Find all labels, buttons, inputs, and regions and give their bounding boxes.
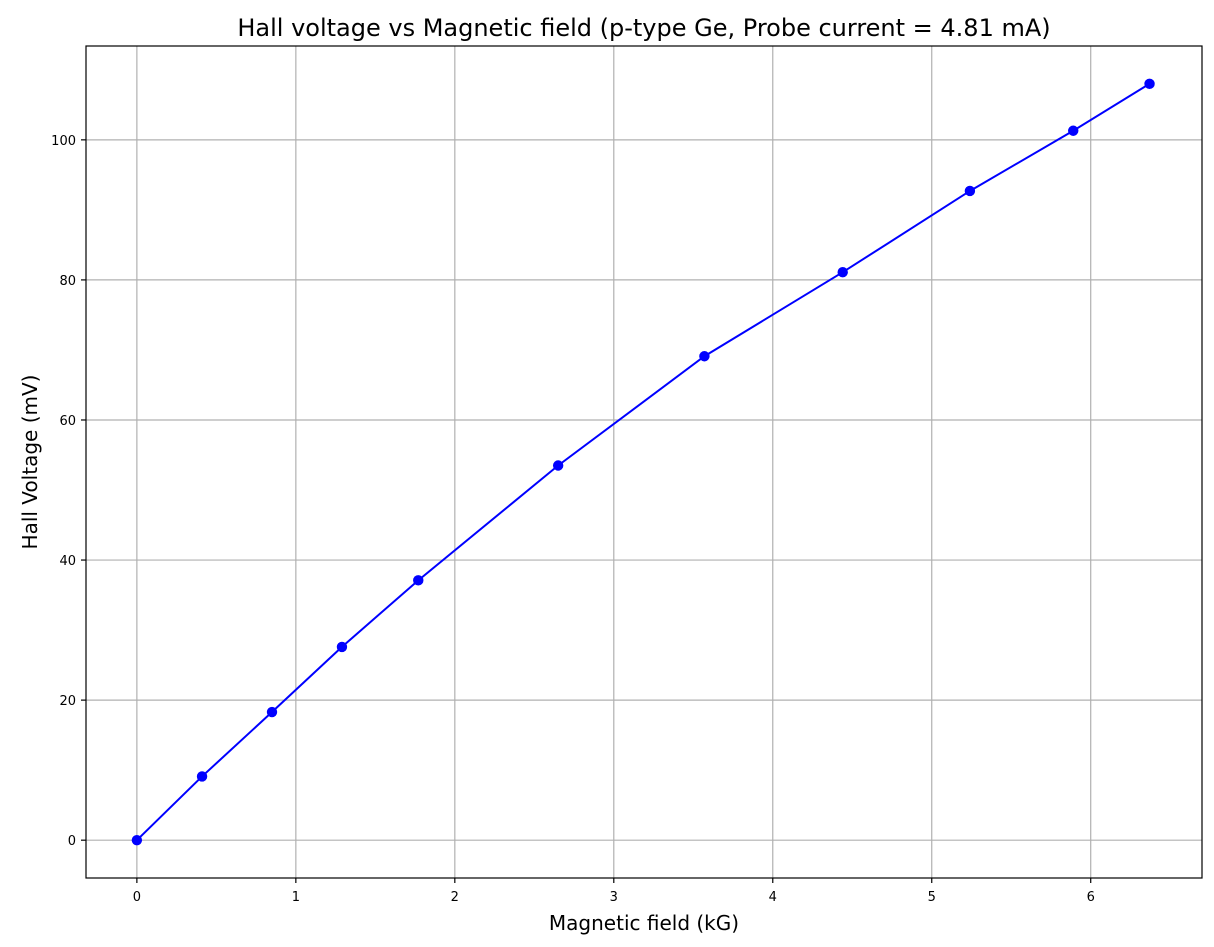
x-tick-label: 5 (928, 890, 936, 905)
data-point (552, 460, 564, 471)
series-line (136, 82, 1151, 841)
x-tick-label: 6 (1087, 890, 1095, 905)
y-tick-label: 20 (59, 694, 76, 709)
data-point (413, 575, 424, 586)
data-point (1144, 78, 1155, 90)
y-tick-label: 100 (51, 134, 76, 149)
x-axis-label: Magnetic field (kG) (549, 911, 739, 935)
y-tick-label: 80 (59, 274, 76, 289)
x-tick-label: 2 (451, 890, 459, 905)
x-tick-label: 0 (133, 890, 141, 905)
data-point (699, 351, 710, 362)
data-point (336, 641, 348, 653)
data-point (196, 771, 208, 782)
x-tick-label: 3 (610, 890, 618, 905)
grid-lines (86, 46, 1202, 878)
y-tick-label: 60 (59, 414, 76, 429)
title-text: Hall voltage vs Magnetic field (p-type G… (237, 14, 1050, 42)
data-point (266, 706, 278, 718)
chart-title: Hall voltage vs Magnetic field (p-type G… (237, 14, 1050, 42)
x-tick-label: 1 (292, 890, 300, 905)
data-point (964, 185, 976, 197)
y-tick-label: 40 (59, 554, 76, 569)
y-axis-label: Hall Voltage (mV) (18, 375, 42, 550)
plot-frame (85, 45, 1203, 879)
series-layer (131, 78, 1155, 846)
data-point (131, 834, 143, 846)
data-point (1068, 125, 1079, 136)
y-tick-label: 0 (68, 834, 76, 849)
x-tick-label: 4 (769, 890, 777, 905)
data-point (837, 267, 848, 278)
